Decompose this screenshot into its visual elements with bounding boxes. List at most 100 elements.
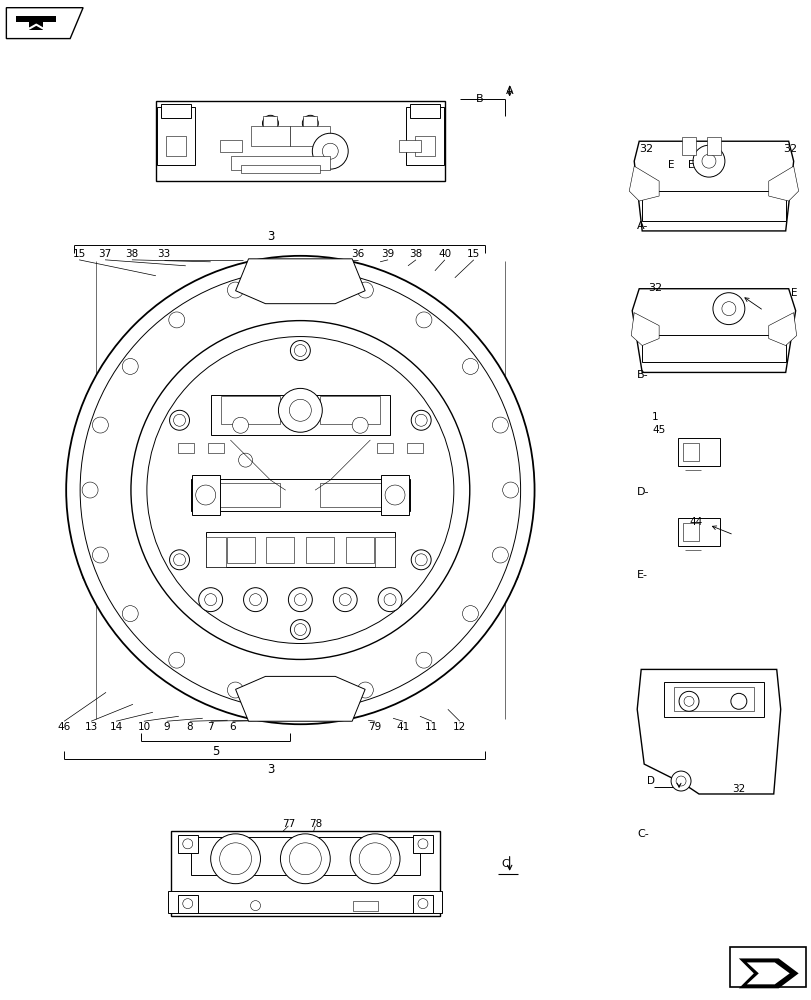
Circle shape [195,485,216,505]
Circle shape [169,410,189,430]
Circle shape [199,588,222,612]
Bar [663,682,763,717]
Bar [205,532,394,567]
Text: E: E [667,160,673,170]
Bar [178,443,194,453]
Text: 6: 6 [229,722,236,732]
Bar [673,687,753,711]
Polygon shape [630,313,659,346]
Polygon shape [637,669,779,794]
Circle shape [243,588,267,612]
Text: 15: 15 [72,249,86,259]
Bar [210,395,389,435]
Circle shape [384,485,405,505]
Circle shape [721,302,735,316]
Circle shape [712,293,744,325]
Bar [168,891,442,913]
Bar [266,537,294,563]
Text: 32: 32 [647,283,662,293]
Bar [191,475,219,515]
Text: 7: 7 [207,722,214,732]
Bar [681,137,695,155]
Circle shape [288,588,312,612]
Circle shape [312,133,348,169]
Bar [178,835,197,853]
Circle shape [204,594,217,606]
Bar [414,136,435,156]
Text: 33: 33 [157,249,170,259]
Text: 8: 8 [187,722,193,732]
Text: E: E [791,288,797,298]
Text: D-: D- [637,487,649,497]
Text: 32: 32 [782,144,796,154]
Circle shape [730,693,746,709]
Circle shape [333,588,357,612]
Bar [221,396,280,424]
Circle shape [238,453,252,467]
Bar [406,107,444,165]
Text: 3: 3 [267,763,274,776]
Bar [290,126,330,146]
Bar [170,831,440,916]
Circle shape [219,843,251,875]
Text: 10: 10 [137,722,150,732]
Circle shape [358,843,391,875]
Polygon shape [768,313,796,346]
Bar [352,901,377,911]
Text: 15: 15 [466,249,480,259]
Bar [210,483,280,507]
Text: 11: 11 [425,722,438,732]
Polygon shape [746,962,789,984]
Bar [219,140,241,152]
Polygon shape [632,289,795,372]
Bar [682,523,698,541]
Bar [380,475,409,515]
Text: E: E [687,160,693,170]
Circle shape [384,594,396,606]
Bar [240,165,320,173]
Bar [306,537,334,563]
Circle shape [249,594,261,606]
Text: 5: 5 [212,745,219,758]
Text: 79: 79 [368,722,381,732]
Bar [677,438,719,466]
Bar [205,537,225,567]
Circle shape [350,834,400,884]
Text: 46: 46 [58,722,71,732]
Bar [641,335,785,362]
Bar [161,104,191,118]
Bar [178,895,197,913]
Circle shape [410,410,431,430]
Text: 37: 37 [98,249,112,259]
Bar [641,191,785,221]
Bar [677,518,719,546]
Bar [157,107,195,165]
Bar [230,156,330,170]
Polygon shape [738,958,798,988]
Bar [375,537,394,567]
Text: B-: B- [637,370,648,380]
Bar [410,104,440,118]
Text: C-: C- [637,829,648,839]
Text: B: B [475,94,483,104]
Circle shape [352,417,367,433]
Text: 77: 77 [281,819,294,829]
Bar [345,537,374,563]
Circle shape [290,341,310,360]
Polygon shape [16,16,56,30]
Circle shape [410,550,431,570]
Bar [413,895,432,913]
Circle shape [294,594,306,606]
Text: 41: 41 [396,722,409,732]
Bar [263,116,277,130]
Circle shape [339,594,350,606]
Circle shape [289,843,321,875]
Circle shape [262,115,278,131]
Bar [320,483,389,507]
Bar [729,947,805,987]
Bar [398,140,420,152]
Text: 32: 32 [732,784,744,794]
Circle shape [210,834,260,884]
Text: 40: 40 [438,249,451,259]
Polygon shape [768,166,798,201]
